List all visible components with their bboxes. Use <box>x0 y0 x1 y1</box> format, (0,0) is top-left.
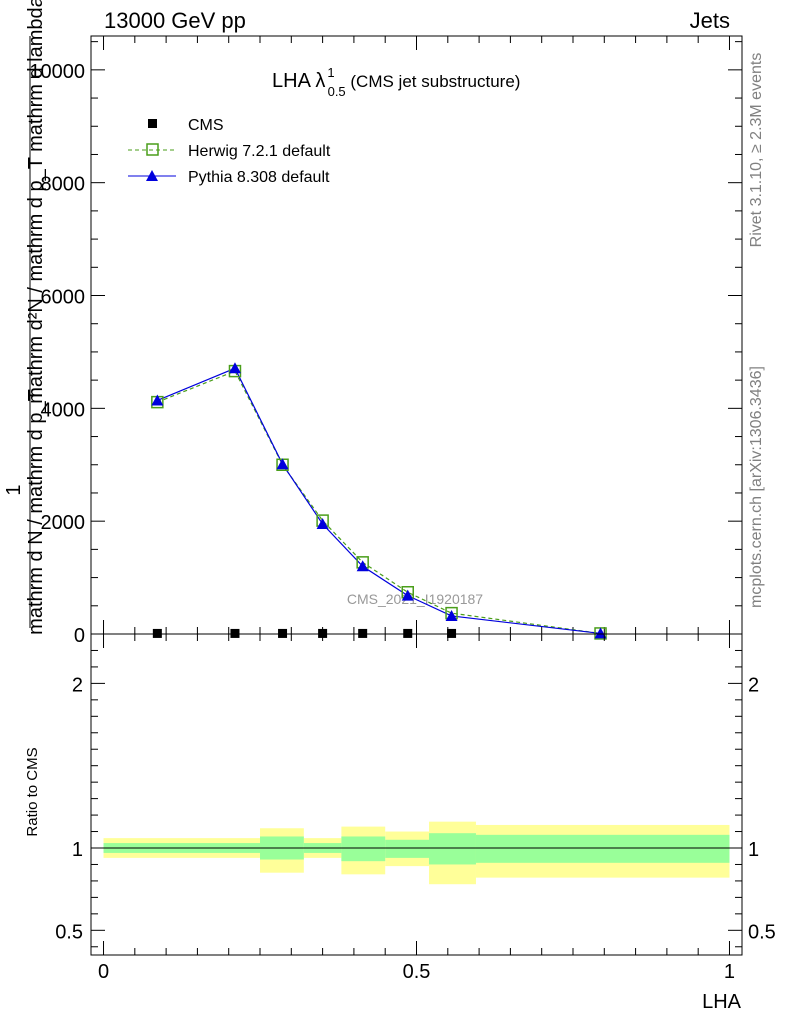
legend-marker-herwig <box>146 143 159 156</box>
legend-marker-pythia <box>146 170 158 181</box>
main-ytick-label: 8000 <box>41 174 86 196</box>
y-label-expression: mathrm d²N / mathrm d p_T mathrm d lambd… <box>25 0 47 404</box>
legend-label-pythia: Pythia 8.308 default <box>188 169 330 186</box>
chart-title-superscript: 1 <box>327 65 334 80</box>
ratio-stat-band <box>385 839 430 858</box>
y-label-numerator: 1 <box>3 484 25 495</box>
pythia-point <box>151 394 164 406</box>
cms-point <box>447 628 457 638</box>
xtick-label: 0 <box>98 961 109 983</box>
ratio-stat-band <box>341 836 386 862</box>
main-ytick-label: 0 <box>74 625 85 647</box>
ratio-stat-band <box>429 833 476 865</box>
main-ytick-label: 10000 <box>29 61 85 83</box>
cms-point <box>230 628 240 638</box>
main-ytick-label: 4000 <box>41 399 86 421</box>
xtick-label: 1 <box>724 961 735 983</box>
cms-point <box>403 628 413 638</box>
ratio-plot-frame <box>90 633 743 956</box>
legend-label-herwig: Herwig 7.2.1 default <box>188 143 331 160</box>
ratio-axis-ticks <box>91 634 742 955</box>
pythia-series-line <box>157 367 601 635</box>
legend-marker-cms <box>148 119 157 128</box>
chart-title-suffix: (CMS jet substructure) <box>346 72 521 91</box>
herwig-series-line <box>157 370 601 635</box>
chart-title: LHA λ 1 0.5 (CMS jet substructure) <box>272 65 520 99</box>
ratio-ytick-label-right: 1 <box>748 839 759 861</box>
main-y-tick-labels: 0 2000 4000 6000 8000 10000 <box>29 61 85 647</box>
cms-point <box>152 628 162 638</box>
header-left: 13000 GeV pp <box>104 8 246 33</box>
main-axis-ticks <box>91 36 742 635</box>
ratio-tick-labels: 0.5 0.5 1 1 2 2 0 0.5 1 <box>55 674 776 983</box>
main-ytick-label: 6000 <box>41 287 86 309</box>
legend-label-cms: CMS <box>188 117 224 134</box>
xtick-label: 0.5 <box>403 961 431 983</box>
ratio-ytick-label-left: 0.5 <box>55 921 83 943</box>
pythia-point <box>276 458 289 470</box>
legend: CMS Herwig 7.2.1 default Pythia 8.308 de… <box>128 117 331 186</box>
cms-point <box>278 628 288 638</box>
ratio-ytick-label-right: 0.5 <box>748 921 776 943</box>
ratio-ytick-label-left: 1 <box>72 839 83 861</box>
pythia-point <box>356 560 369 572</box>
chart-title-main: LHA λ <box>272 70 325 92</box>
header-right: Jets <box>690 8 730 33</box>
cms-point <box>318 628 328 638</box>
chart-title-subscript: 0.5 <box>328 84 346 99</box>
y-label-denominator: mathrm d N / mathrm d p_T <box>25 389 47 635</box>
ratio-ytick-label-right: 2 <box>748 674 759 696</box>
series-layer <box>151 362 607 640</box>
cms-point <box>358 628 368 638</box>
ratio-y-axis-label: Ratio to CMS <box>24 747 41 836</box>
ratio-stat-band <box>475 834 730 863</box>
pythia-point <box>228 362 241 374</box>
pythia-point <box>401 589 414 601</box>
main-ytick-label: 2000 <box>41 512 86 534</box>
pythia-point <box>316 517 329 529</box>
mcplots-label: mcplots.cern.ch [arXiv:1306.3436] <box>748 366 765 608</box>
ratio-ytick-label-left: 2 <box>72 674 83 696</box>
pythia-point <box>445 609 458 621</box>
rivet-label: Rivet 3.1.10, ≥ 2.3M events <box>748 53 765 248</box>
pythia-point <box>594 627 607 639</box>
main-y-axis-label: 1 mathrm d N / mathrm d p_T mathrm d²N /… <box>3 0 47 635</box>
ratio-uncertainty-bands <box>103 821 730 885</box>
x-axis-label: LHA <box>702 991 742 1013</box>
ratio-panel: 0.5 0.5 1 1 2 2 0 0.5 1 Ratio to CMS LHA <box>24 633 776 1013</box>
